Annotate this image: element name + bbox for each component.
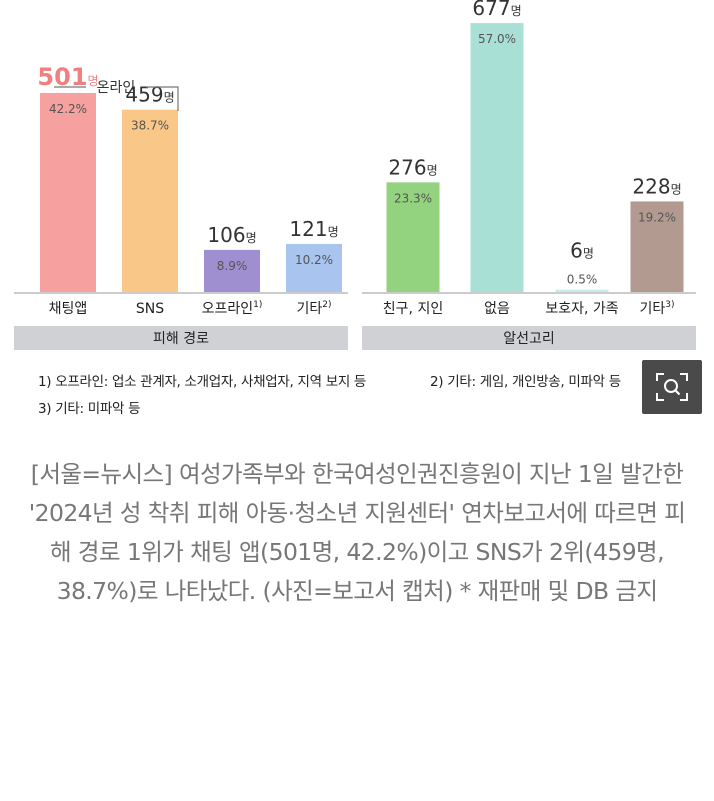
group-1-category-label-0: 친구, 지인	[383, 301, 443, 317]
group-0-value-number-0: 501	[37, 63, 87, 91]
footnote-2: 2) 기타: 게임, 개인방송, 미파악 등	[430, 374, 621, 390]
group-0-category-label-2: 오프라인1)	[202, 300, 263, 317]
group-0-category-label-0: 채팅앱	[49, 301, 88, 317]
group-1-value-unit-2: 명	[583, 247, 594, 261]
group-0-bracket-label: 온라인	[97, 80, 136, 96]
group-1-percent-label-1: 57.0%	[478, 32, 516, 46]
group-1-value-label-0: 276명	[388, 155, 437, 179]
group-0-percent-label-1: 38.7%	[131, 119, 169, 133]
group-0-category-superscript-3: 2)	[322, 300, 331, 310]
group-1-label-bar	[362, 326, 696, 350]
group-1-category-label-2: 보호자, 가족	[545, 301, 618, 317]
group-1-bar-1	[470, 23, 524, 292]
group-1-value-unit-3: 명	[671, 182, 682, 196]
group-1-percent-label-0: 23.3%	[394, 191, 432, 205]
group-1-value-number-3: 228	[632, 174, 670, 198]
group-0-label: 피해 경로	[153, 331, 209, 347]
group-0-category-superscript-2: 1)	[253, 300, 262, 310]
group-0-value-unit-0: 명	[88, 74, 99, 88]
group-0-value-unit-1: 명	[164, 91, 175, 105]
group-0-baseline	[14, 292, 348, 294]
group-1-value-unit-1: 명	[511, 4, 522, 18]
news-caption: [서울=뉴시스] 여성가족부와 한국여성인권진흥원이 지난 1일 발간한 '20…	[28, 460, 686, 605]
group-1-value-number-0: 276	[388, 155, 426, 179]
group-0-value-unit-2: 명	[246, 231, 257, 245]
group-0-bar-0	[40, 93, 96, 292]
footnote-1: 1) 오프라인: 업소 관계자, 소개업자, 사채업자, 지역 보지 등	[38, 370, 366, 390]
group-0-bar-3	[286, 243, 342, 292]
group-1-value-label-1: 677명	[472, 0, 521, 20]
group-1-value-label-2: 6명	[570, 239, 594, 263]
group-0-bar-2	[204, 249, 260, 292]
group-1-value-unit-0: 명	[427, 163, 438, 177]
group-1-bar-2	[555, 289, 609, 292]
group-0-category-label-3: 기타2)	[296, 300, 331, 317]
zoom-button[interactable]	[642, 360, 702, 414]
group-0-value-label-2: 106명	[207, 223, 256, 247]
group-0-percent-label-0: 42.2%	[49, 102, 87, 116]
group-1-bar-0	[386, 182, 440, 292]
group-0-value-unit-3: 명	[328, 225, 339, 239]
group-0-bar-1	[122, 109, 178, 292]
group-0-percent-label-2: 8.9%	[217, 259, 248, 273]
group-0-value-number-2: 106	[207, 223, 245, 247]
footnote-1-cut: 보지 등	[325, 374, 367, 390]
group-1-percent-label-3: 19.2%	[638, 210, 676, 224]
group-1-category-superscript-3: 3)	[665, 300, 674, 310]
group-1-percent-label-2: 0.5%	[567, 273, 598, 287]
group-0-percent-label-3: 10.2%	[295, 253, 333, 267]
group-0-label-bar	[14, 326, 348, 350]
group-1-category-label-1: 없음	[484, 301, 510, 317]
zoom-search-icon	[656, 373, 688, 401]
bar-charts: 피해 경로42.2%501명채팅앱38.7%459명SNS8.9%106명오프라…	[14, 0, 696, 350]
group-0-value-label-0: 501명	[37, 63, 98, 91]
group-1-bar-3	[630, 201, 684, 292]
group-0-value-number-3: 121	[289, 217, 327, 241]
group-1-baseline	[362, 292, 696, 294]
group-0-bracket	[54, 86, 179, 111]
group-0-value-label-3: 121명	[289, 217, 338, 241]
group-0-category-label-1: SNS	[136, 301, 164, 317]
group-1-label: 알선고리	[503, 331, 555, 347]
group-1-value-label-3: 228명	[632, 174, 681, 198]
group-1-value-number-2: 6	[570, 239, 583, 263]
group-1-category-label-3: 기타3)	[639, 300, 674, 317]
footnote-1-text: 1) 오프라인: 업소 관계자, 소개업자, 사채업자, 지역	[38, 374, 326, 390]
footnote-3: 3) 기타: 미파악 등	[38, 401, 141, 417]
group-1-value-number-1: 677	[472, 0, 510, 20]
